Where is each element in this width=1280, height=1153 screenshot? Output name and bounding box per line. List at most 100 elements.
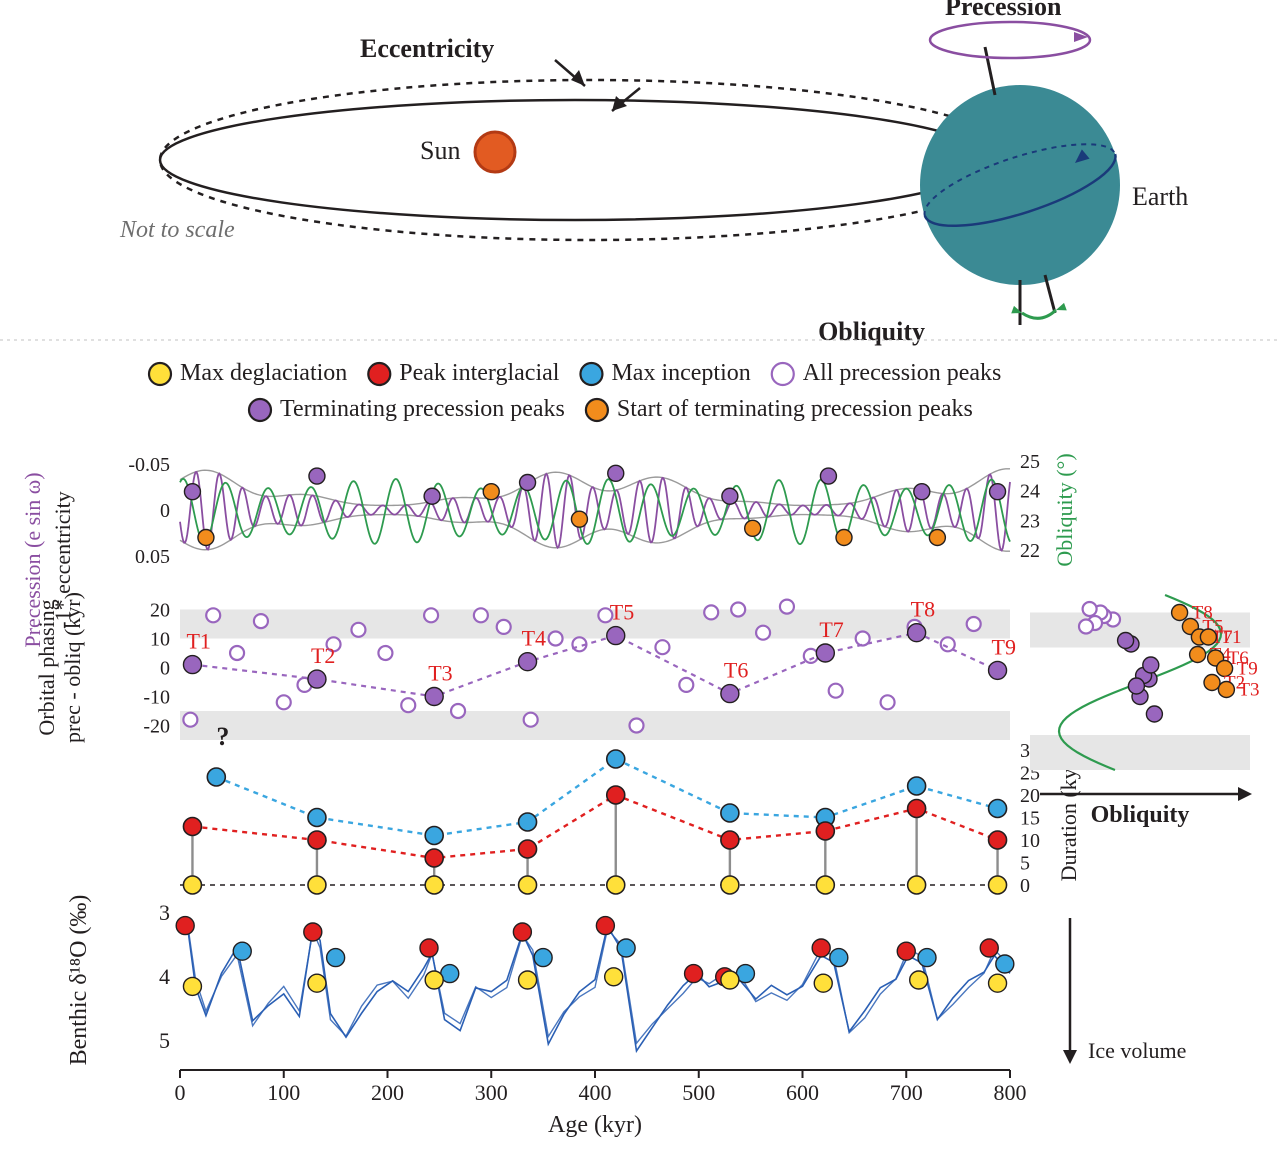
- xtick-label: 600: [786, 1080, 819, 1105]
- benthic-yellow-dot-3: [519, 971, 537, 989]
- panelB-open-dot-20: [679, 678, 693, 692]
- termination-dot-T2: [308, 670, 326, 688]
- benthic-red-dot-9: [980, 939, 998, 957]
- panelB-open-dot-1: [206, 608, 220, 622]
- panelA-ytick-left: 0: [160, 500, 170, 522]
- panel-orbital-phasing: T1T2T3T4T5T6T7T8T9?-20-1001020Orbital ph…: [34, 592, 1016, 751]
- panelA-start-dot-3: [745, 520, 761, 536]
- side-axis-arrow-icon: [1238, 787, 1252, 801]
- ice-volume-label: Ice volume: [1088, 1038, 1186, 1063]
- eccentricity-label: Eccentricity: [360, 34, 494, 63]
- panelB-open-dot-11: [451, 704, 465, 718]
- termination-dot-T8: [908, 624, 926, 642]
- not-to-scale-label: Not to scale: [119, 217, 235, 243]
- side-orange-dot-T3: [1218, 682, 1234, 698]
- side-orange-dot-T1: [1200, 629, 1216, 645]
- panelA-start-dot-5: [929, 530, 945, 546]
- duration-blue-dot-2: [425, 827, 443, 845]
- side-purple-dot-2: [1146, 706, 1162, 722]
- benthic-yellow-dot-2: [425, 971, 443, 989]
- panelB-open-dot-10: [424, 608, 438, 622]
- legend-label-all_precession: All precession peaks: [803, 360, 1002, 386]
- side-orange-label-T3: T3: [1238, 680, 1259, 701]
- side-orange-dot-T4: [1190, 647, 1206, 663]
- x-axis: 0100200300400500600700800Age (kyr): [175, 1070, 1027, 1138]
- panelA-start-dot-1: [483, 484, 499, 500]
- panelB-open-dot-14: [524, 713, 538, 727]
- duration-red-dot-7: [908, 800, 926, 818]
- benthic-blue-dot-4: [617, 939, 635, 957]
- panelC-ytick: 20: [1020, 785, 1040, 807]
- legend-dot-all_precession: [772, 363, 794, 385]
- benthic-yellow-dot-8: [989, 974, 1007, 992]
- panelB-open-dot-15: [549, 632, 563, 646]
- legend-label-term_precession: Terminating precession peaks: [280, 396, 565, 422]
- panel-duration: 051015202530Duration (kyr): [180, 740, 1081, 897]
- panelB-open-dot-7: [351, 623, 365, 637]
- benthic-blue-dot-0: [233, 942, 251, 960]
- obliquity-arrow-1-icon: [1011, 306, 1023, 317]
- benthic-yellow-dot-7: [910, 971, 928, 989]
- panelA-ytick-right: 25: [1020, 451, 1040, 473]
- legend-dot-start_term: [586, 399, 608, 421]
- panelA-ytick-right: 23: [1020, 510, 1040, 532]
- panelB-open-dot-4: [277, 695, 291, 709]
- xtick-label: 400: [579, 1080, 612, 1105]
- benthic-red-dot-0: [176, 917, 194, 935]
- panelD-ytick: 4: [159, 964, 170, 989]
- panelB-open-dot-23: [756, 626, 770, 640]
- duration-yellow-dot-0: [183, 876, 201, 894]
- duration-yellow-dot-1: [308, 876, 326, 894]
- duration-blue-dot-7: [908, 777, 926, 795]
- duration-blue-dot-1: [308, 809, 326, 827]
- xtick-label: 700: [890, 1080, 923, 1105]
- duration-blue-dot-8: [989, 800, 1007, 818]
- side-purple-dot-7: [1118, 633, 1134, 649]
- xtick-label: 100: [267, 1080, 300, 1105]
- orbit-diagram: SunNot to scaleEccentricityObliquityPrec…: [119, 0, 1188, 346]
- benthic-red-dot-2: [420, 939, 438, 957]
- panelC-ytick: 5: [1020, 853, 1030, 875]
- figure-container: SunNot to scaleEccentricityObliquityPrec…: [0, 0, 1280, 1153]
- legend-dot-max_deglaciation: [149, 363, 171, 385]
- side-open-dot-4: [1083, 602, 1097, 616]
- xtick-label: 200: [371, 1080, 404, 1105]
- panelA-ytick-right: 24: [1020, 481, 1040, 503]
- xtick-label: 0: [175, 1080, 186, 1105]
- obliquity-arc: [1022, 310, 1056, 318]
- panelA-term-dot-0: [184, 484, 200, 500]
- panelA-term-dot-2: [424, 488, 440, 504]
- panelB-open-dot-21: [704, 605, 718, 619]
- termination-label-T8: T8: [911, 597, 935, 622]
- panelD-ytick: 3: [159, 900, 170, 925]
- legend-dot-term_precession: [249, 399, 271, 421]
- panelA-term-dot-5: [722, 488, 738, 504]
- precession-label: Precession: [945, 0, 1062, 21]
- phasing-band-lower: [180, 711, 1010, 740]
- xtick-label: 800: [994, 1080, 1027, 1105]
- phasing-band-upper: [180, 610, 1010, 639]
- panelB-open-dot-0: [183, 713, 197, 727]
- panelB-ytick: -10: [143, 687, 170, 709]
- duration-red-dot-0: [183, 818, 201, 836]
- side-axis-label: Obliquity: [1091, 802, 1190, 828]
- legend-label-max_inception: Max inception: [611, 360, 750, 386]
- ice-volume-arrow-icon: [1063, 1050, 1077, 1064]
- benthic-yellow-dot-5: [721, 971, 739, 989]
- benthic-yellow-dot-4: [605, 968, 623, 986]
- legend: Max deglaciationPeak interglacialMax inc…: [149, 360, 1001, 422]
- duration-blue-dot-3: [519, 813, 537, 831]
- panelA-term-dot-4: [608, 465, 624, 481]
- side-purple-dot-6: [1128, 678, 1144, 694]
- duration-yellow-dot-7: [908, 876, 926, 894]
- panelA-term-dot-8: [990, 484, 1006, 500]
- figure-svg: SunNot to scaleEccentricityObliquityPrec…: [0, 0, 1280, 1153]
- xtick-label: 500: [682, 1080, 715, 1105]
- termination-dot-T9: [989, 661, 1007, 679]
- side-open-dot-5: [1079, 620, 1093, 634]
- panelC-ytick: 0: [1020, 875, 1030, 897]
- panelB-open-dot-3: [254, 614, 268, 628]
- panelA-start-dot-4: [836, 530, 852, 546]
- panelA-ytick-left: 0.05: [135, 546, 170, 568]
- earth-axis-top: [985, 47, 995, 95]
